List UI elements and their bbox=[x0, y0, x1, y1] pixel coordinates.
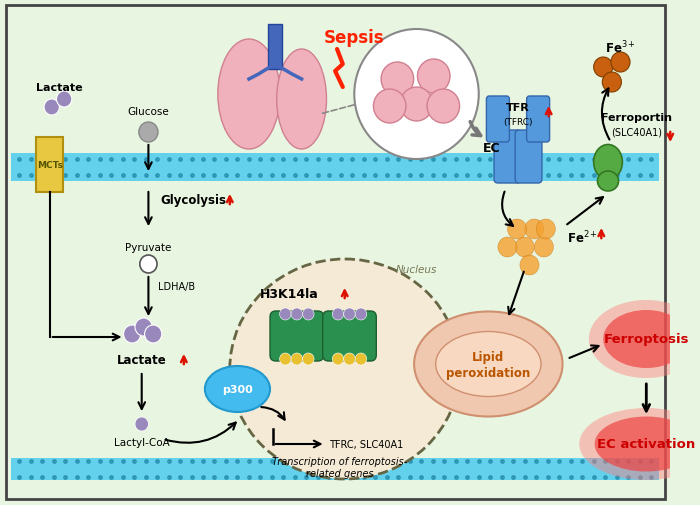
Circle shape bbox=[279, 354, 291, 365]
Ellipse shape bbox=[598, 172, 619, 191]
Text: Lipid: Lipid bbox=[473, 351, 505, 364]
Circle shape bbox=[602, 73, 622, 93]
FancyBboxPatch shape bbox=[494, 131, 521, 184]
Text: Lactate: Lactate bbox=[117, 353, 167, 366]
Circle shape bbox=[135, 417, 148, 431]
Text: EC: EC bbox=[483, 141, 501, 154]
Ellipse shape bbox=[580, 408, 700, 480]
Circle shape bbox=[417, 60, 450, 94]
Text: Lactyl-CoA: Lactyl-CoA bbox=[114, 437, 169, 447]
Circle shape bbox=[400, 88, 433, 122]
Ellipse shape bbox=[603, 311, 690, 368]
Text: Nucleus: Nucleus bbox=[395, 265, 438, 274]
Circle shape bbox=[498, 237, 517, 258]
Text: Ferroptosis: Ferroptosis bbox=[603, 333, 689, 346]
Circle shape bbox=[57, 92, 72, 108]
Circle shape bbox=[139, 123, 158, 143]
Circle shape bbox=[332, 309, 344, 320]
Text: LDHA/B: LDHA/B bbox=[158, 281, 195, 291]
Circle shape bbox=[44, 100, 60, 116]
Circle shape bbox=[291, 354, 302, 365]
Circle shape bbox=[515, 237, 534, 258]
Circle shape bbox=[302, 354, 314, 365]
Ellipse shape bbox=[218, 40, 280, 149]
Circle shape bbox=[534, 237, 554, 258]
Circle shape bbox=[520, 256, 539, 275]
Text: Ferroportin: Ferroportin bbox=[601, 113, 672, 123]
FancyBboxPatch shape bbox=[323, 312, 377, 361]
Text: Fe$^{2+}$: Fe$^{2+}$ bbox=[567, 229, 598, 246]
Bar bbox=[11, 154, 659, 182]
Text: Fe$^{3+}$: Fe$^{3+}$ bbox=[605, 39, 636, 56]
Circle shape bbox=[355, 354, 367, 365]
Text: MCTs: MCTs bbox=[37, 160, 63, 169]
Circle shape bbox=[611, 53, 630, 73]
Circle shape bbox=[381, 63, 414, 97]
Circle shape bbox=[135, 318, 152, 336]
Text: peroxidation: peroxidation bbox=[446, 367, 531, 380]
Circle shape bbox=[279, 309, 291, 320]
Bar bbox=[36, 138, 63, 192]
Ellipse shape bbox=[589, 300, 700, 378]
Text: Pyruvate: Pyruvate bbox=[125, 242, 172, 252]
Ellipse shape bbox=[414, 312, 563, 417]
Circle shape bbox=[140, 256, 157, 274]
Ellipse shape bbox=[205, 366, 270, 412]
Circle shape bbox=[508, 220, 526, 239]
FancyBboxPatch shape bbox=[515, 131, 542, 184]
Text: TFRC, SLC40A1: TFRC, SLC40A1 bbox=[330, 439, 404, 449]
Circle shape bbox=[354, 30, 479, 160]
Text: H3K14la: H3K14la bbox=[260, 288, 318, 301]
Circle shape bbox=[302, 309, 314, 320]
Circle shape bbox=[123, 325, 141, 343]
Circle shape bbox=[373, 90, 406, 124]
Ellipse shape bbox=[276, 50, 326, 149]
Circle shape bbox=[344, 354, 355, 365]
Text: (TFRC): (TFRC) bbox=[503, 117, 533, 126]
Circle shape bbox=[332, 354, 344, 365]
Text: Glycolysis: Glycolysis bbox=[161, 193, 227, 206]
Ellipse shape bbox=[594, 417, 698, 472]
FancyBboxPatch shape bbox=[6, 6, 664, 499]
Circle shape bbox=[145, 325, 162, 343]
Text: Glucose: Glucose bbox=[127, 107, 169, 117]
Bar bbox=[268, 25, 281, 70]
Circle shape bbox=[536, 220, 555, 239]
Ellipse shape bbox=[435, 332, 541, 397]
Circle shape bbox=[427, 90, 460, 124]
Circle shape bbox=[291, 309, 302, 320]
Text: Sepsis: Sepsis bbox=[324, 29, 384, 47]
Bar bbox=[11, 458, 659, 480]
Text: Transcription of ferroptosis-
related genes: Transcription of ferroptosis- related ge… bbox=[272, 457, 407, 478]
Circle shape bbox=[355, 309, 367, 320]
Text: EC activation: EC activation bbox=[597, 438, 695, 450]
Ellipse shape bbox=[230, 260, 460, 479]
FancyBboxPatch shape bbox=[270, 312, 323, 361]
Ellipse shape bbox=[594, 145, 622, 180]
Text: (SLC40A1): (SLC40A1) bbox=[611, 127, 662, 137]
FancyBboxPatch shape bbox=[486, 97, 510, 143]
Circle shape bbox=[594, 58, 612, 78]
Circle shape bbox=[344, 309, 355, 320]
Circle shape bbox=[525, 220, 544, 239]
Text: Lactate: Lactate bbox=[36, 83, 83, 93]
Text: TFR: TFR bbox=[506, 103, 530, 113]
FancyBboxPatch shape bbox=[526, 97, 550, 143]
Text: p300: p300 bbox=[222, 384, 253, 394]
